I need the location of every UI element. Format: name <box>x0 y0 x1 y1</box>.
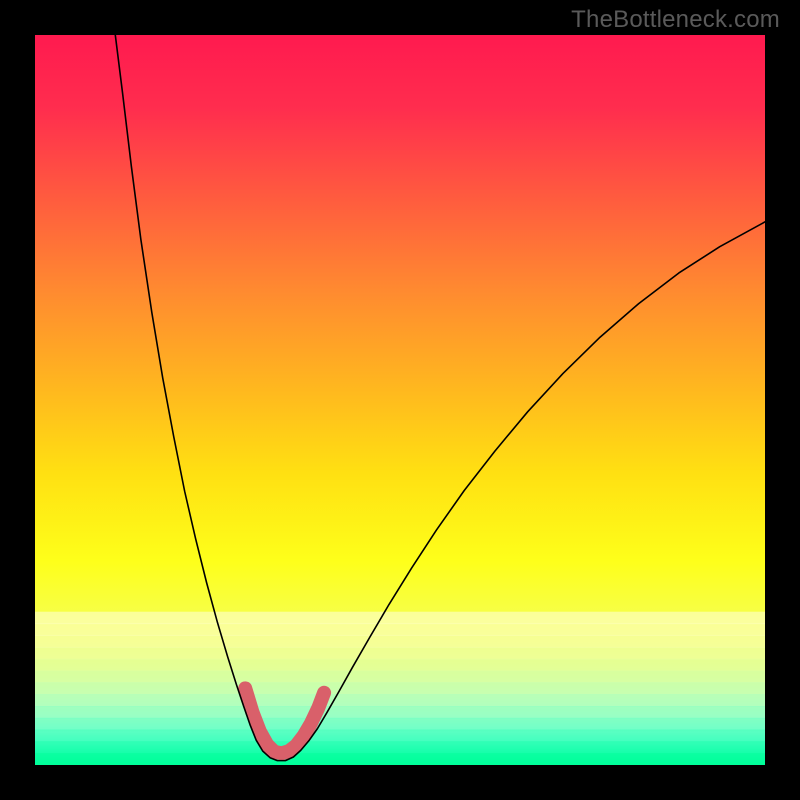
watermark-text: TheBottleneck.com <box>571 6 780 34</box>
optimal-band <box>35 612 765 765</box>
chart-svg <box>35 35 765 765</box>
plot-area <box>35 35 765 765</box>
